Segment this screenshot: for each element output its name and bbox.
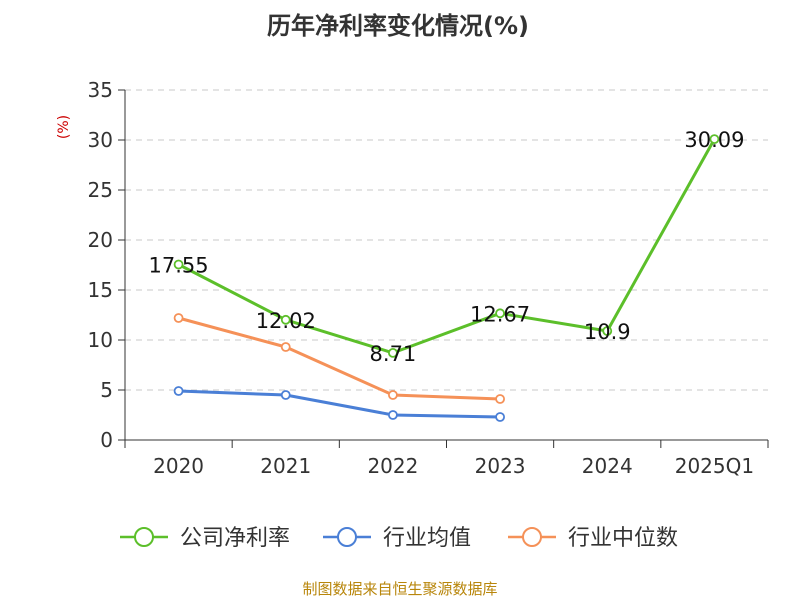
y-tick-labels: 0 5 10 15 20 25 30 35	[88, 78, 113, 452]
y-tick-label: 35	[88, 78, 113, 102]
legend-label: 行业均值	[383, 526, 471, 551]
y-tick-label: 20	[88, 228, 113, 252]
legend-item: 行业均值	[323, 526, 471, 551]
legend-label: 行业中位数	[568, 526, 678, 551]
y-tick-label: 0	[100, 428, 113, 452]
data-label: 10.9	[584, 320, 631, 344]
x-tick-label: 2025Q1	[675, 454, 754, 478]
data-point	[173, 386, 184, 396]
data-point	[388, 390, 398, 400]
series-line-1	[178, 389, 501, 419]
x-tick-labels: 2020 2021 2022 2023 2024 2025Q1	[153, 454, 754, 478]
legend-marker	[337, 527, 357, 547]
x-tick-label: 2024	[582, 454, 633, 478]
data-label: 12.02	[256, 309, 316, 333]
series-line-0	[177, 138, 716, 355]
y-tick-label: 10	[88, 328, 113, 352]
grid-lines	[125, 89, 768, 391]
series-lines	[173, 134, 720, 422]
data-point	[495, 308, 505, 319]
x-tick-label: 2023	[475, 454, 526, 478]
data-point	[173, 259, 184, 270]
data-label: 12.67	[470, 302, 530, 326]
chart-title: 历年净利率变化情况(%)	[267, 12, 529, 40]
axes	[118, 89, 769, 448]
data-point	[280, 342, 291, 352]
legend-item: 公司净利率	[120, 526, 290, 551]
y-tick-label: 30	[88, 128, 113, 152]
x-tick-label: 2021	[260, 454, 311, 478]
data-point	[709, 134, 720, 145]
legend-marker	[134, 527, 154, 547]
data-label: 8.71	[370, 342, 417, 366]
y-axis-label: (%)	[56, 115, 72, 139]
data-point	[173, 313, 184, 323]
legend-label: 公司净利率	[180, 526, 290, 551]
x-tick-label: 2022	[367, 454, 418, 478]
x-tick-label: 2020	[153, 454, 204, 478]
legend-marker	[522, 527, 542, 547]
data-labels: 17.55 12.02 8.71 12.67 10.9 30.09	[149, 128, 745, 366]
y-tick-label: 15	[88, 278, 113, 302]
series-line-2	[178, 316, 501, 401]
y-tick-label: 5	[100, 378, 113, 402]
data-label: 30.09	[684, 128, 744, 152]
data-point	[495, 394, 505, 404]
data-point	[495, 412, 505, 422]
data-point	[280, 390, 291, 400]
data-point	[280, 314, 291, 325]
legend-item: 行业中位数	[508, 526, 678, 551]
data-point	[388, 347, 398, 358]
y-tick-label: 25	[88, 178, 113, 202]
data-point	[602, 326, 613, 336]
legend: 公司净利率 行业均值 行业中位数	[120, 526, 678, 551]
source-note: 制图数据来自恒生聚源数据库	[302, 580, 497, 598]
data-point	[388, 410, 398, 420]
data-label: 17.55	[149, 254, 209, 278]
